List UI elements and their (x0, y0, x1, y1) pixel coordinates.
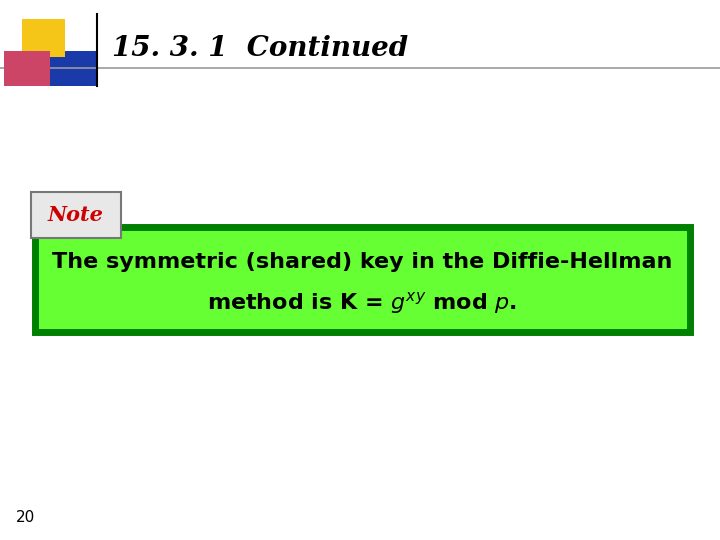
FancyBboxPatch shape (35, 227, 690, 332)
FancyBboxPatch shape (31, 192, 121, 238)
Text: 20: 20 (16, 510, 35, 525)
Text: 15. 3. 1  Continued: 15. 3. 1 Continued (112, 35, 408, 62)
FancyBboxPatch shape (4, 51, 50, 86)
FancyBboxPatch shape (22, 19, 65, 57)
Text: The symmetric (shared) key in the Diffie-Hellman: The symmetric (shared) key in the Diffie… (52, 252, 672, 272)
Text: Note: Note (48, 205, 104, 225)
Text: method is K = $g^{xy}$ mod $p$.: method is K = $g^{xy}$ mod $p$. (207, 289, 517, 315)
FancyBboxPatch shape (43, 51, 97, 86)
